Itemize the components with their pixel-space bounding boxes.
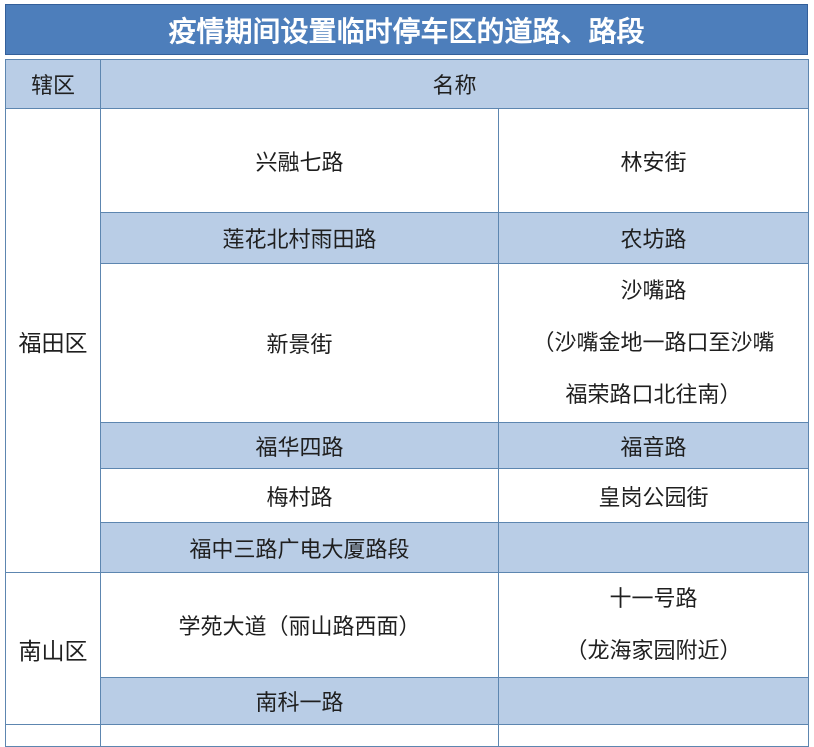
road-cell: 沙嘴路 （沙嘴金地一路口至沙嘴 福荣路口北往南） bbox=[497, 263, 810, 423]
district-cell bbox=[5, 724, 101, 747]
road-cell bbox=[100, 724, 499, 747]
road-cell bbox=[497, 724, 810, 747]
table-row: 梅村路 皇岗公园街 bbox=[6, 468, 810, 523]
road-cell: 福中三路广电大厦路段 bbox=[100, 522, 499, 573]
road-cell: 新景街 bbox=[100, 263, 499, 423]
road-cell: 福音路 bbox=[497, 422, 810, 469]
table-row: 南科一路 bbox=[6, 677, 810, 725]
table-row: 南山区 学苑大道（丽山路西面） 十一号路 （龙海家园附近） bbox=[5, 572, 810, 725]
table-row: 新景街 沙嘴路 （沙嘴金地一路口至沙嘴 福荣路口北往南） bbox=[6, 263, 810, 423]
table-row: 莲花北村雨田路 农坊路 bbox=[6, 212, 810, 264]
road-cell: 学苑大道（丽山路西面） bbox=[100, 572, 499, 678]
road-cell: 福华四路 bbox=[100, 422, 499, 469]
table-row: 福中三路广电大厦路段 bbox=[6, 522, 810, 573]
header-row: 辖区 名称 bbox=[5, 59, 810, 109]
road-cell bbox=[497, 522, 810, 573]
district-cell-futian: 福田区 bbox=[5, 108, 101, 573]
header-district: 辖区 bbox=[5, 59, 101, 109]
road-cell: 十一号路 （龙海家园附近） bbox=[497, 572, 810, 678]
road-cell: 南科一路 bbox=[100, 677, 499, 725]
road-cell: 皇岗公园街 bbox=[497, 468, 810, 523]
table-row: 福田区 兴融七路 林安街 bbox=[5, 108, 810, 573]
table-row-partial bbox=[5, 724, 810, 747]
road-cell bbox=[497, 677, 810, 725]
road-cell: 梅村路 bbox=[100, 468, 499, 523]
table-title: 疫情期间设置临时停车区的道路、路段 bbox=[5, 4, 808, 55]
parking-table: 辖区 名称 福田区 兴融七路 林安街 莲花北村雨田路 农坊路 新景街 沙嘴路 （… bbox=[5, 59, 810, 747]
table-row: 福华四路 福音路 bbox=[6, 422, 810, 469]
header-name: 名称 bbox=[99, 59, 810, 109]
district-cell-nanshan: 南山区 bbox=[5, 572, 101, 725]
road-cell: 农坊路 bbox=[497, 212, 810, 264]
road-cell: 林安街 bbox=[497, 108, 810, 213]
road-cell: 莲花北村雨田路 bbox=[100, 212, 499, 264]
road-cell: 兴融七路 bbox=[100, 108, 499, 213]
